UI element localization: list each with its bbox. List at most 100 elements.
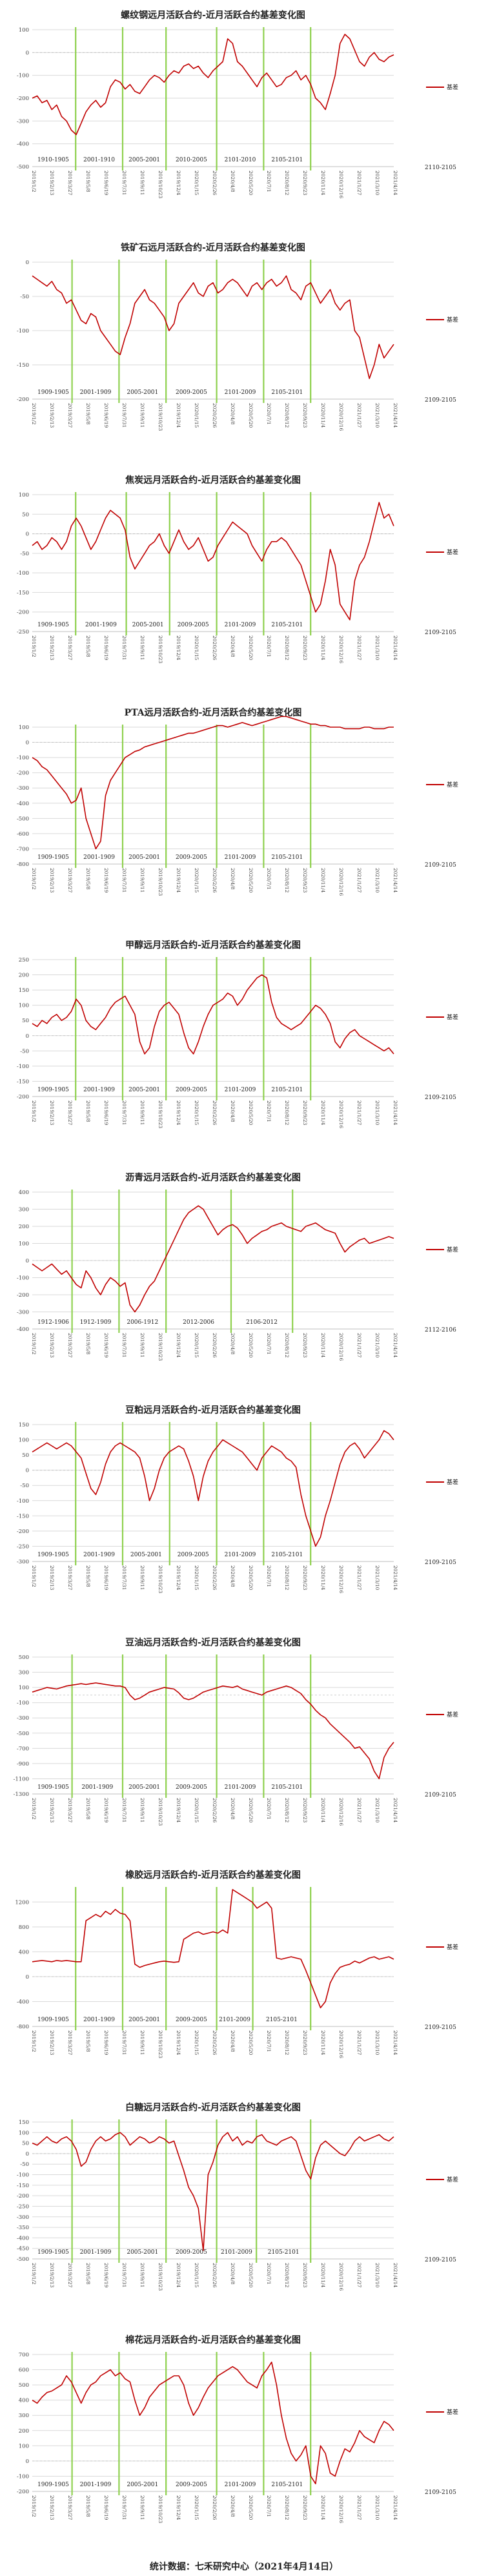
contract-label: 2009-2005 bbox=[176, 1087, 207, 1093]
y-tick-label: 150 bbox=[19, 2119, 29, 2126]
contract-label: 1909-1905 bbox=[37, 2482, 69, 2488]
x-date-label: 2019/1/2 bbox=[31, 868, 37, 890]
x-date-label: 2019/5/8 bbox=[85, 1565, 91, 1587]
y-tick-label: -200 bbox=[17, 1094, 29, 1100]
x-date-label: 2019/2/13 bbox=[49, 1798, 55, 1823]
series-line bbox=[32, 1430, 394, 1547]
contract-label: 2001-1910 bbox=[83, 157, 115, 163]
y-tick-label: -300 bbox=[17, 785, 29, 792]
y-tick-label: 400 bbox=[19, 1190, 29, 1196]
x-date-label: 2021/1/27 bbox=[356, 403, 362, 428]
x-date-label: 2020/4/8 bbox=[230, 2495, 236, 2517]
contract-label: 2105-2101 bbox=[271, 2482, 303, 2488]
y-tick-label: -600 bbox=[17, 831, 29, 838]
chart-svg: 螺纹钢远月活跃合约-近月活跃合约基差变化图 100 0 -100 -200 -300 -40… bbox=[17, 10, 458, 198]
x-date-label: 2021/3/10 bbox=[374, 2030, 380, 2056]
x-date-label: 2021/1/27 bbox=[356, 1798, 362, 1823]
y-tick-label: 300 bbox=[19, 2413, 29, 2419]
y-tick-label: 0 bbox=[26, 2458, 29, 2465]
x-date-label: 2021/4/14 bbox=[392, 2263, 398, 2288]
x-date-label: 2019/2/13 bbox=[49, 2263, 55, 2288]
y-tick-label: -200 bbox=[17, 1529, 29, 1535]
contract-label: 2101-2009 bbox=[225, 389, 256, 396]
y-tick-label: 200 bbox=[19, 1224, 29, 1230]
x-date-label: 2020/8/12 bbox=[284, 403, 290, 428]
contract-label: 2005-2001 bbox=[128, 157, 160, 163]
x-date-label: 2020/5/20 bbox=[248, 868, 254, 893]
y-tick-label: -50 bbox=[20, 2161, 29, 2168]
x-date-label: 2020/5/20 bbox=[248, 1798, 254, 1823]
x-date-label: 2020/11/4 bbox=[320, 2030, 326, 2056]
x-date-label: 2019/5/8 bbox=[85, 868, 91, 890]
contract-label-right: 2109-2105 bbox=[425, 1560, 456, 1566]
x-date-label: 2020/11/4 bbox=[320, 2263, 326, 2288]
contract-label: 2001-1909 bbox=[80, 2482, 112, 2488]
x-date-label: 2019/5/8 bbox=[85, 1798, 91, 1820]
contract-label: 2009-2005 bbox=[176, 2017, 207, 2023]
x-date-label: 2020/4/8 bbox=[230, 1798, 236, 1820]
x-date-label: 2020/5/20 bbox=[248, 1565, 254, 1591]
contract-label: 2009-2005 bbox=[176, 2249, 207, 2256]
x-date-label: 2020/4/8 bbox=[230, 1565, 236, 1587]
x-date-label: 2019/6/19 bbox=[103, 2030, 109, 2056]
x-date-label: 2020/8/12 bbox=[284, 2030, 290, 2056]
contract-label: 2009-2005 bbox=[178, 1552, 209, 1558]
legend-label: 基差 bbox=[447, 83, 458, 91]
x-date-label: 2019/10/23 bbox=[158, 1333, 163, 1361]
contract-label-right: 2109-2105 bbox=[425, 862, 456, 869]
y-tick-label: -50 bbox=[20, 1048, 29, 1055]
x-date-label: 2020/8/12 bbox=[284, 1565, 290, 1591]
chart-panel: 橡胶远月活跃合约-近月活跃合约基差变化图 1200 800 400 0 -400 -800 1… bbox=[5, 1865, 483, 2085]
y-tick-label: 0 bbox=[26, 1468, 29, 1474]
x-date-label: 2019/2/13 bbox=[49, 635, 55, 661]
y-tick-label: -500 bbox=[17, 816, 29, 822]
x-date-label: 2020/12/16 bbox=[338, 2263, 344, 2291]
x-date-label: 2019/10/23 bbox=[158, 635, 163, 663]
x-date-label: 2021/4/14 bbox=[392, 1798, 398, 1823]
y-tick-label: -300 bbox=[17, 2214, 29, 2221]
x-date-label: 2021/3/10 bbox=[374, 2263, 380, 2288]
x-date-label: 2020/1/15 bbox=[194, 635, 199, 661]
x-date-label: 2019/5/8 bbox=[85, 403, 91, 425]
y-tick-label: 500 bbox=[19, 1654, 29, 1661]
x-date-label: 2020/7/1 bbox=[266, 2495, 272, 2517]
x-date-label: 2019/2/13 bbox=[49, 868, 55, 893]
y-tick-label: -100 bbox=[17, 2473, 29, 2480]
y-tick-label: 100 bbox=[19, 1003, 29, 1009]
x-date-label: 2021/4/14 bbox=[392, 403, 398, 428]
chart-svg: 甲醇远月活跃合约-近月活跃合约基差变化图 250 200 150 100 50 0 -50 -1… bbox=[17, 940, 458, 1128]
x-date-label: 2019/9/11 bbox=[139, 1798, 145, 1822]
x-date-label: 2020/12/16 bbox=[338, 1565, 344, 1593]
x-date-label: 2019/3/27 bbox=[67, 170, 73, 196]
y-tick-label: -100 bbox=[17, 73, 29, 79]
x-date-label: 2019/12/4 bbox=[176, 2263, 181, 2288]
chart-title: 沥青远月活跃合约-近月活跃合约基差变化图 bbox=[125, 1172, 301, 1183]
y-tick-label: 600 bbox=[19, 2367, 29, 2374]
chart-panel: 甲醇远月活跃合约-近月活跃合约基差变化图 250 200 150 100 50 0 -50 -1… bbox=[5, 935, 483, 1155]
chart-svg: 棉花远月活跃合约-近月活跃合约基差变化图 700 600 500 400 300 200 10… bbox=[17, 2334, 458, 2523]
x-date-label: 2020/2/26 bbox=[212, 403, 218, 428]
x-date-label: 2020/9/23 bbox=[302, 1798, 308, 1823]
y-tick-label: -200 bbox=[17, 610, 29, 616]
y-tick-label: -50 bbox=[20, 294, 29, 300]
x-date-label: 2019/9/11 bbox=[139, 635, 145, 660]
contract-label: 2005-2001 bbox=[128, 2017, 160, 2023]
chart-title: PTA远月活跃合约-近月活跃合约基差变化图 bbox=[125, 707, 302, 718]
x-date-label: 2020/12/16 bbox=[338, 1333, 344, 1361]
x-date-label: 2019/10/23 bbox=[158, 1100, 163, 1128]
x-date-label: 2019/3/27 bbox=[67, 1798, 73, 1823]
y-tick-label: -250 bbox=[17, 629, 29, 635]
x-date-label: 2020/1/15 bbox=[194, 2030, 199, 2056]
y-tick-label: -700 bbox=[17, 846, 29, 852]
contract-label: 2009-2005 bbox=[176, 2482, 207, 2488]
x-date-label: 2020/11/4 bbox=[320, 403, 326, 428]
y-tick-label: -450 bbox=[17, 2246, 29, 2252]
x-date-label: 2020/8/12 bbox=[284, 170, 290, 196]
x-date-label: 2019/3/27 bbox=[67, 2030, 73, 2056]
x-date-label: 2019/12/4 bbox=[176, 403, 181, 428]
x-date-label: 2019/2/13 bbox=[49, 2030, 55, 2056]
contract-label: 2101-2009 bbox=[225, 1552, 256, 1558]
x-date-label: 2021/1/27 bbox=[356, 635, 362, 661]
contract-label: 2009-2005 bbox=[176, 854, 207, 861]
contract-label: 2010-2005 bbox=[176, 157, 207, 163]
